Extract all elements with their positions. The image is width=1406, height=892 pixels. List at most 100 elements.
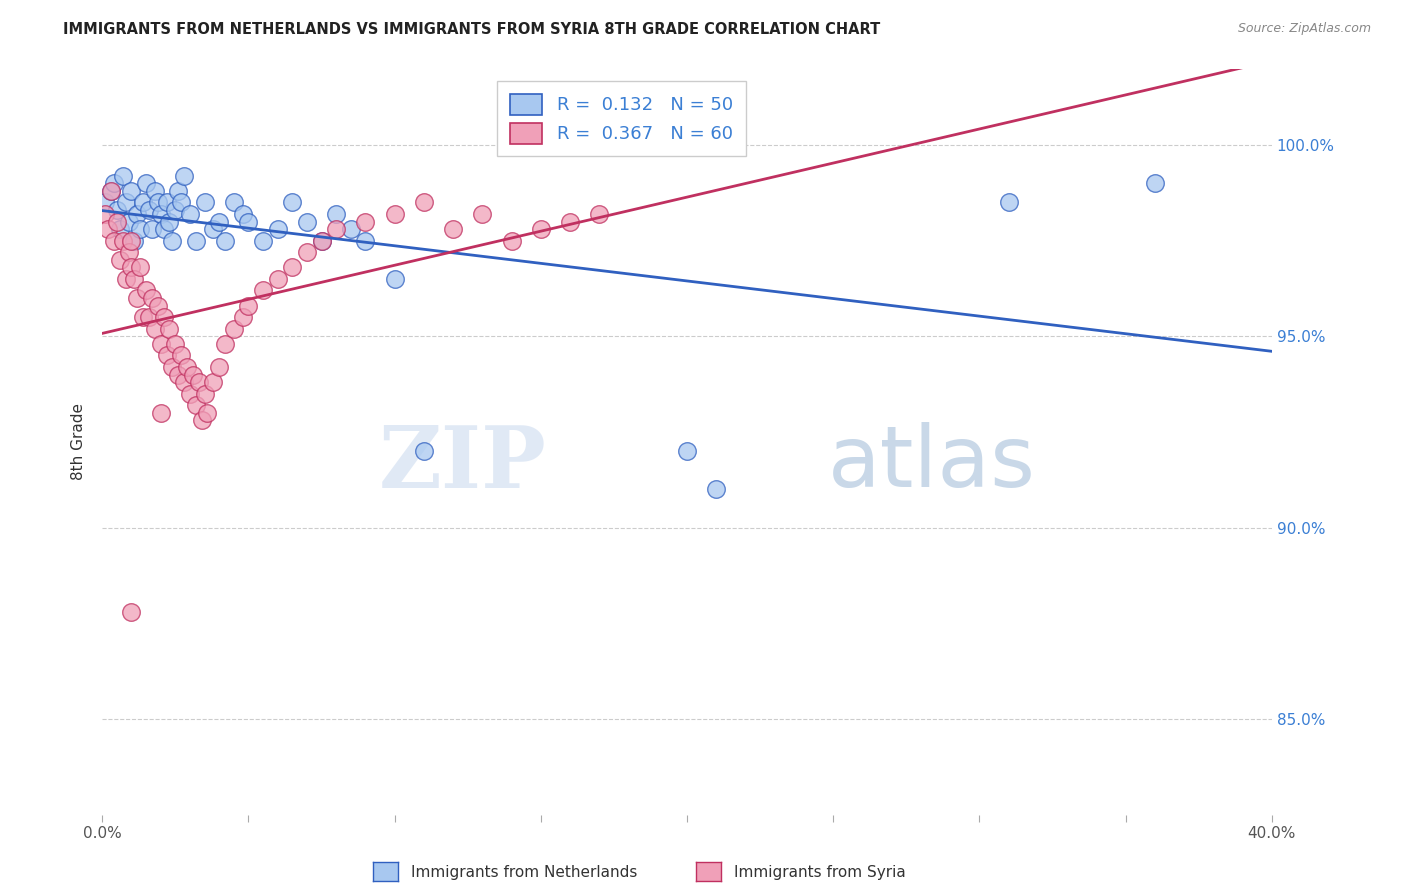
Y-axis label: 8th Grade: 8th Grade <box>72 403 86 480</box>
Point <box>120 605 142 619</box>
Point <box>111 169 134 183</box>
Point <box>238 299 260 313</box>
Point <box>167 184 190 198</box>
Point <box>202 375 225 389</box>
Point <box>105 214 128 228</box>
Point <box>193 195 215 210</box>
Point <box>149 207 172 221</box>
Point <box>295 245 318 260</box>
Point <box>281 260 304 275</box>
Point <box>159 214 181 228</box>
Point <box>117 214 139 228</box>
Point <box>162 359 184 374</box>
Point <box>181 368 204 382</box>
Point <box>124 234 146 248</box>
Point <box>146 299 169 313</box>
Point <box>232 207 254 221</box>
Point <box>97 222 120 236</box>
Point <box>676 444 699 458</box>
Point <box>339 222 361 236</box>
Point <box>149 406 172 420</box>
Point <box>354 214 377 228</box>
Point <box>281 195 304 210</box>
Text: Immigrants from Syria: Immigrants from Syria <box>734 865 905 880</box>
Point <box>252 284 274 298</box>
Point <box>165 203 187 218</box>
Point <box>187 375 209 389</box>
Point <box>146 195 169 210</box>
Point <box>149 337 172 351</box>
Point <box>238 214 260 228</box>
Point <box>143 184 166 198</box>
Point <box>214 337 236 351</box>
Point <box>94 195 117 210</box>
Point <box>704 483 727 497</box>
Point <box>997 195 1019 210</box>
Point <box>143 321 166 335</box>
Point <box>127 291 149 305</box>
Text: IMMIGRANTS FROM NETHERLANDS VS IMMIGRANTS FROM SYRIA 8TH GRADE CORRELATION CHART: IMMIGRANTS FROM NETHERLANDS VS IMMIGRANT… <box>63 22 880 37</box>
Point <box>222 195 245 210</box>
Point <box>103 176 125 190</box>
Point <box>190 413 212 427</box>
Point <box>173 169 195 183</box>
Point <box>266 272 288 286</box>
Point <box>141 222 163 236</box>
Point <box>111 234 134 248</box>
Text: atlas: atlas <box>827 423 1035 506</box>
Point <box>162 234 184 248</box>
Point <box>155 195 177 210</box>
Point <box>108 252 131 267</box>
Point <box>120 184 142 198</box>
Point <box>384 207 406 221</box>
Point <box>155 348 177 362</box>
Point <box>132 310 155 325</box>
Point <box>135 176 157 190</box>
Point <box>325 222 347 236</box>
Point <box>124 272 146 286</box>
Point <box>295 214 318 228</box>
Point <box>100 184 122 198</box>
Text: Immigrants from Netherlands: Immigrants from Netherlands <box>411 865 637 880</box>
Point <box>325 207 347 221</box>
Point <box>471 207 494 221</box>
Point <box>170 348 193 362</box>
Point <box>173 375 195 389</box>
Point <box>441 222 464 236</box>
Point <box>176 359 198 374</box>
Point <box>170 195 193 210</box>
Point <box>127 207 149 221</box>
Point <box>232 310 254 325</box>
Point <box>214 234 236 248</box>
Point <box>117 245 139 260</box>
Point <box>1143 176 1166 190</box>
Point <box>412 195 434 210</box>
Point <box>266 222 288 236</box>
Point <box>222 321 245 335</box>
Point <box>501 234 523 248</box>
Point <box>152 310 174 325</box>
Point <box>108 222 131 236</box>
Point <box>103 234 125 248</box>
Text: ZIP: ZIP <box>380 422 547 506</box>
Point <box>184 234 207 248</box>
Point <box>354 234 377 248</box>
Point <box>129 260 152 275</box>
Point <box>311 234 333 248</box>
Point <box>588 207 610 221</box>
Point <box>252 234 274 248</box>
Point <box>184 398 207 412</box>
Point <box>159 321 181 335</box>
Point <box>138 203 160 218</box>
Text: Source: ZipAtlas.com: Source: ZipAtlas.com <box>1237 22 1371 36</box>
Point <box>120 260 142 275</box>
Legend: R =  0.132   N = 50, R =  0.367   N = 60: R = 0.132 N = 50, R = 0.367 N = 60 <box>498 81 745 156</box>
Point <box>129 222 152 236</box>
Point <box>208 214 231 228</box>
Point <box>193 386 215 401</box>
Point <box>105 203 128 218</box>
Point <box>152 222 174 236</box>
Point <box>135 284 157 298</box>
Point <box>167 368 190 382</box>
Point <box>114 195 136 210</box>
